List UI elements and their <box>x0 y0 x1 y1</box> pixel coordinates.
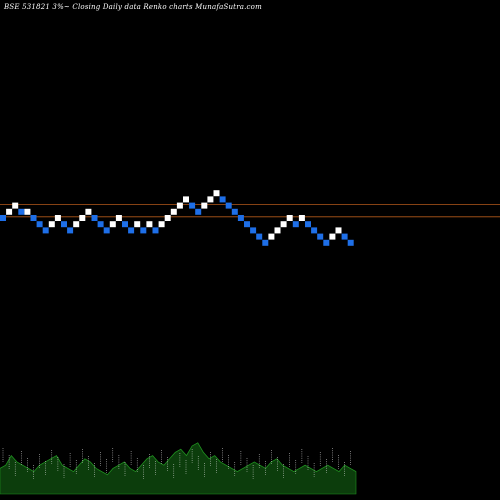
renko-brick-down <box>225 202 232 209</box>
renko-brick-down <box>237 215 244 221</box>
renko-brick-up <box>79 215 86 221</box>
renko-brick-up <box>48 221 55 228</box>
renko-brick-down <box>140 227 147 234</box>
renko-brick-down <box>0 215 6 221</box>
renko-brick-up <box>109 221 116 228</box>
renko-brick-up <box>24 208 31 215</box>
renko-brick-up <box>170 208 177 215</box>
renko-brick-down <box>311 227 318 234</box>
renko-brick-up <box>54 215 61 221</box>
renko-brick-down <box>262 239 269 246</box>
renko-bricks <box>0 190 354 246</box>
renko-brick-down <box>231 208 238 215</box>
volume-line <box>0 442 357 476</box>
renko-brick-down <box>256 233 263 240</box>
renko-brick-up <box>213 190 220 197</box>
renko-brick-up <box>12 202 19 209</box>
renko-brick-up <box>268 233 275 240</box>
renko-brick-up <box>6 208 13 215</box>
renko-brick-down <box>30 215 37 221</box>
renko-brick-down <box>97 221 104 228</box>
renko-brick-up <box>85 208 92 215</box>
renko-brick-down <box>122 221 128 228</box>
renko-brick-down <box>305 221 311 228</box>
chart-title: BSE 531821 3%~ Closing Daily data Renko … <box>4 3 262 11</box>
renko-brick-down <box>347 239 354 246</box>
renko-brick-up <box>335 227 342 234</box>
renko-brick-down <box>18 208 25 215</box>
renko-brick-down <box>292 221 299 228</box>
renko-brick-down <box>323 239 330 246</box>
renko-brick-down <box>152 227 159 234</box>
renko-brick-up <box>207 196 214 203</box>
reference-lines <box>0 203 500 218</box>
renko-brick-up <box>329 233 336 240</box>
renko-brick-up <box>158 221 165 228</box>
renko-brick-up <box>73 221 80 228</box>
renko-brick-up <box>164 215 171 221</box>
renko-brick-down <box>195 208 202 215</box>
volume-labels <box>2 448 351 479</box>
renko-brick-down <box>61 221 67 228</box>
renko-brick-down <box>219 196 226 203</box>
renko-brick-down <box>317 233 324 240</box>
renko-brick-up <box>201 202 208 209</box>
renko-brick-up <box>274 227 281 234</box>
renko-brick-down <box>128 227 135 234</box>
renko-brick-down <box>244 221 250 228</box>
renko-brick-up <box>286 215 293 221</box>
renko-brick-down <box>91 215 98 221</box>
volume-area <box>0 442 357 495</box>
renko-brick-up <box>134 221 141 228</box>
renko-brick-down <box>36 221 43 228</box>
renko-brick-down <box>341 233 348 240</box>
renko-brick-down <box>103 227 110 234</box>
renko-brick-down <box>42 227 49 234</box>
renko-brick-up <box>176 202 183 209</box>
renko-brick-down <box>189 202 196 209</box>
renko-brick-up <box>115 215 122 221</box>
renko-brick-down <box>67 227 74 234</box>
renko-brick-up <box>280 221 287 228</box>
renko-brick-up <box>146 221 153 228</box>
renko-brick-up <box>183 196 189 203</box>
renko-brick-down <box>250 227 257 234</box>
renko-brick-up <box>298 215 305 221</box>
